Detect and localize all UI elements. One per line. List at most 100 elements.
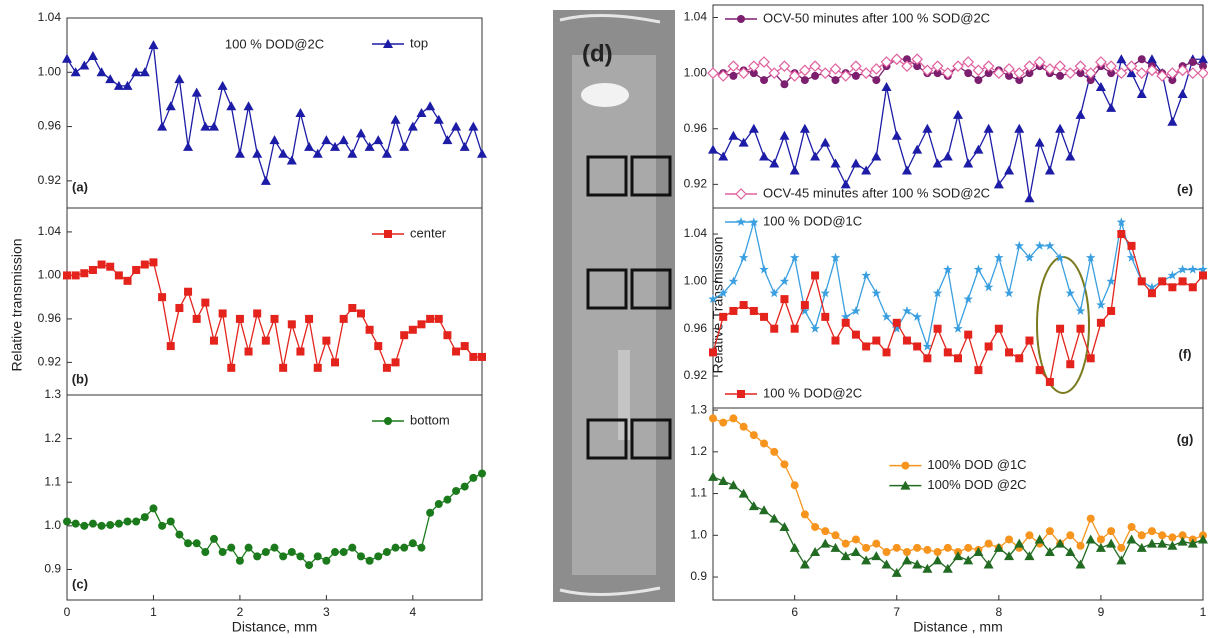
data-point <box>193 539 201 547</box>
data-point <box>443 331 451 339</box>
data-point <box>288 548 296 556</box>
y-tick-label: 0.92 <box>38 355 62 369</box>
data-point <box>1046 378 1054 386</box>
legend-marker <box>901 462 909 470</box>
data-point <box>305 315 313 323</box>
data-point <box>719 313 727 321</box>
data-point <box>1168 533 1176 541</box>
legend-marker <box>384 230 392 238</box>
data-point <box>210 535 218 543</box>
data-point <box>995 325 1003 333</box>
data-point <box>279 364 287 372</box>
legend-label: 100% DOD @1C <box>927 457 1026 472</box>
data-point <box>770 448 778 456</box>
data-point <box>852 72 860 80</box>
data-point <box>780 460 788 468</box>
data-point <box>374 552 382 560</box>
x-tick-label: 7 <box>893 605 900 619</box>
data-point <box>791 481 799 489</box>
data-point <box>392 358 400 366</box>
panel-label: (d) <box>582 40 613 67</box>
data-point <box>175 304 183 312</box>
data-point <box>426 509 434 517</box>
legend-label: top <box>410 35 428 50</box>
data-point <box>426 315 434 323</box>
x-tick-label: 8 <box>995 605 1002 619</box>
data-point <box>184 539 192 547</box>
data-point <box>167 517 175 525</box>
data-point <box>175 531 183 539</box>
data-point <box>811 72 819 80</box>
legend-label: 100 % DOD@1C <box>763 213 862 228</box>
y-tick-label: 1.2 <box>690 444 707 458</box>
data-point <box>357 309 365 317</box>
y-tick-label: 0.9 <box>690 569 707 583</box>
data-point <box>236 557 244 565</box>
data-point <box>729 307 737 315</box>
data-point <box>141 261 149 269</box>
data-point <box>750 307 758 315</box>
data-point <box>1148 527 1156 535</box>
x-tick-label: 2 <box>237 605 244 619</box>
data-point <box>89 520 97 528</box>
data-point <box>872 76 880 84</box>
data-point <box>934 548 942 556</box>
data-point <box>750 431 758 439</box>
data-point <box>1097 535 1105 543</box>
legend-label: center <box>410 225 447 240</box>
panel-label: (e) <box>1177 181 1193 196</box>
data-point <box>340 548 348 556</box>
data-point <box>409 539 417 547</box>
data-point <box>1128 523 1136 531</box>
data-point <box>1138 277 1146 285</box>
data-point <box>954 354 962 362</box>
data-point <box>271 315 279 323</box>
y-tick-label: 0.92 <box>684 177 708 191</box>
data-point <box>253 309 261 317</box>
data-point <box>331 548 339 556</box>
data-point <box>417 544 425 552</box>
data-point <box>348 544 356 552</box>
x-axis-label: Distance , mm <box>913 619 1002 635</box>
data-point <box>709 414 717 422</box>
data-point <box>417 320 425 328</box>
data-point <box>1158 277 1166 285</box>
data-point <box>1066 360 1074 368</box>
data-point <box>893 544 901 552</box>
data-point <box>1117 544 1125 552</box>
legend-label: bottom <box>410 412 450 427</box>
data-point <box>461 483 469 491</box>
data-point <box>842 540 850 548</box>
data-point <box>253 552 261 560</box>
data-point <box>832 337 840 345</box>
y-tick-label: 1.00 <box>684 274 708 288</box>
x-tick-label: 0 <box>64 605 71 619</box>
data-point <box>770 325 778 333</box>
data-point <box>760 76 768 84</box>
data-point <box>1087 515 1095 523</box>
data-point <box>852 331 860 339</box>
data-point <box>366 326 374 334</box>
data-point <box>1158 531 1166 539</box>
data-point <box>435 315 443 323</box>
y-tick-label: 0.92 <box>38 173 62 187</box>
data-point <box>1005 535 1013 543</box>
x-axis-label: Distance, mm <box>232 619 318 635</box>
data-point <box>305 561 313 569</box>
panel-label: (f) <box>1179 346 1192 361</box>
x-tick-label: 1 <box>150 605 157 619</box>
data-point <box>821 313 829 321</box>
data-point <box>219 309 227 317</box>
y-tick-label: 0.92 <box>684 368 708 382</box>
data-point <box>279 552 287 560</box>
data-point <box>357 552 365 560</box>
data-point <box>245 544 253 552</box>
data-point <box>944 348 952 356</box>
data-point <box>934 325 942 333</box>
data-point <box>985 342 993 350</box>
x-tick-label: 9 <box>1098 605 1105 619</box>
data-point <box>729 72 737 80</box>
data-point <box>80 269 88 277</box>
data-point <box>974 76 982 84</box>
data-point <box>98 522 106 530</box>
